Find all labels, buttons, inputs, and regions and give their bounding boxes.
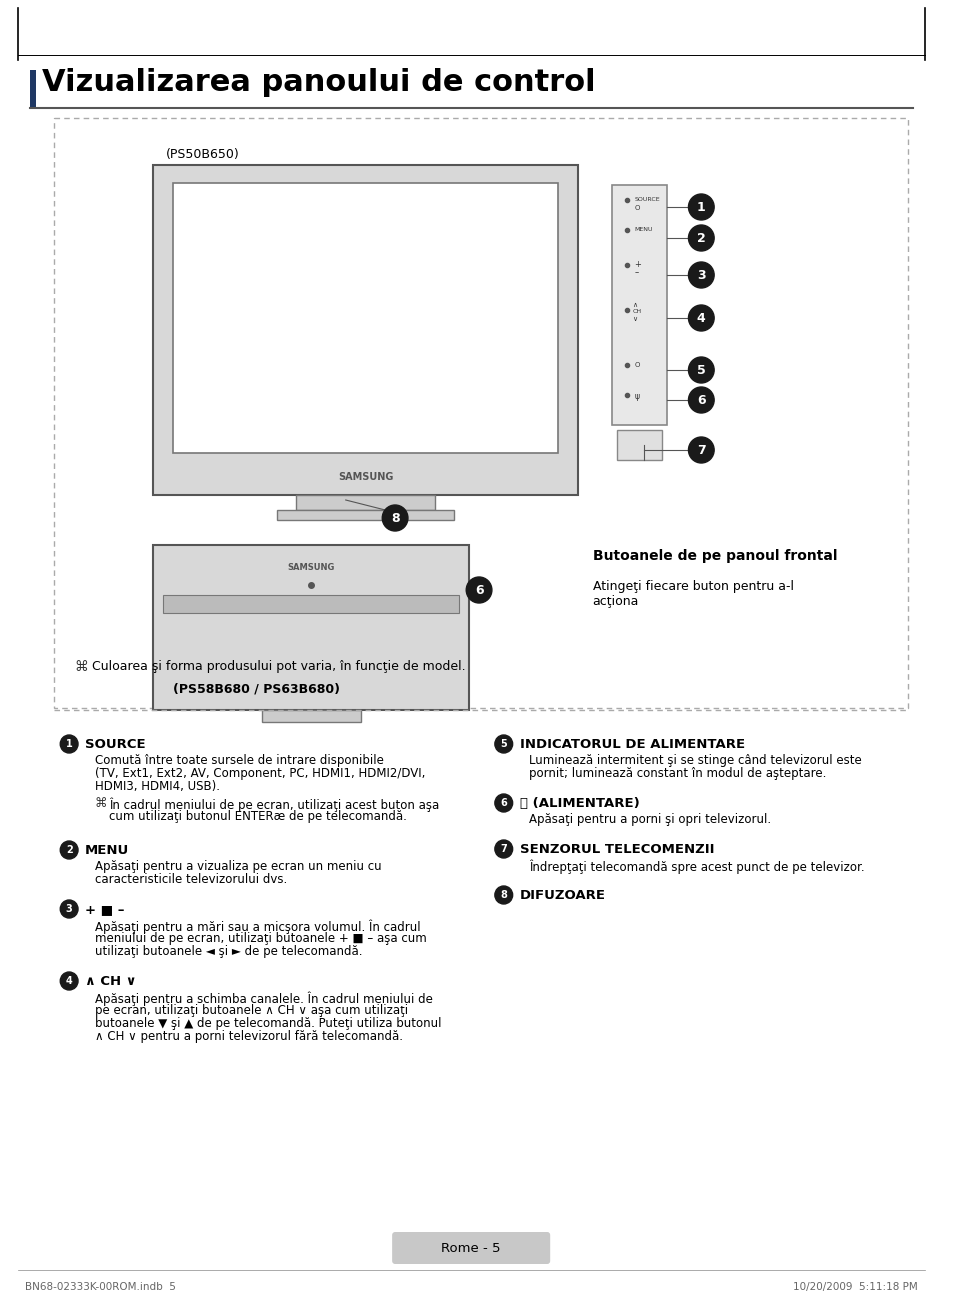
- Text: Luminează intermitent şi se stinge când televizorul este: Luminează intermitent şi se stinge când …: [529, 753, 862, 767]
- Circle shape: [688, 356, 714, 383]
- Text: Vizualizarea panoului de control: Vizualizarea panoului de control: [43, 68, 596, 97]
- Text: pe ecran, utilizaţi butoanele ∧ CH ∨ aşa cum utilizaţi: pe ecran, utilizaţi butoanele ∧ CH ∨ aşa…: [94, 1003, 408, 1016]
- Text: SOURCE: SOURCE: [85, 738, 146, 751]
- Circle shape: [495, 840, 512, 857]
- Text: MENU: MENU: [634, 227, 652, 231]
- Circle shape: [60, 899, 78, 918]
- Circle shape: [688, 262, 714, 288]
- FancyBboxPatch shape: [612, 185, 666, 425]
- FancyBboxPatch shape: [261, 710, 360, 722]
- Text: + ■ –: + ■ –: [85, 903, 124, 917]
- Text: ⌘: ⌘: [74, 660, 88, 675]
- Circle shape: [60, 972, 78, 990]
- Text: Rome - 5: Rome - 5: [441, 1241, 500, 1255]
- Text: –: –: [634, 268, 638, 277]
- FancyBboxPatch shape: [296, 494, 435, 510]
- Text: Culoarea şi forma produsului pot varia, în funcţie de model.: Culoarea şi forma produsului pot varia, …: [91, 660, 465, 673]
- Circle shape: [688, 225, 714, 251]
- Text: +: +: [634, 260, 640, 270]
- FancyBboxPatch shape: [276, 510, 454, 519]
- Text: Apăsaţi pentru a vizualiza pe ecran un meniu cu: Apăsaţi pentru a vizualiza pe ecran un m…: [94, 860, 381, 873]
- Text: Îndrepţaţi telecomandă spre acest punct de pe televizor.: Îndrepţaţi telecomandă spre acest punct …: [529, 859, 864, 873]
- FancyBboxPatch shape: [163, 594, 458, 613]
- Text: 10/20/2009  5:11:18 PM: 10/20/2009 5:11:18 PM: [792, 1282, 917, 1293]
- Text: ∧ CH ∨: ∧ CH ∨: [85, 974, 136, 988]
- Text: CH: CH: [632, 309, 640, 314]
- Circle shape: [688, 437, 714, 463]
- Text: ∨: ∨: [632, 316, 637, 322]
- Text: În cadrul meniului de pe ecran, utilizaţi acest buton aşa: În cadrul meniului de pe ecran, utilizaţ…: [109, 797, 438, 811]
- Text: ⌘: ⌘: [94, 797, 108, 810]
- FancyBboxPatch shape: [392, 1232, 550, 1264]
- Text: 7: 7: [500, 844, 507, 853]
- Text: BN68-02333K-00ROM.indb  5: BN68-02333K-00ROM.indb 5: [25, 1282, 175, 1293]
- FancyBboxPatch shape: [54, 118, 907, 707]
- Text: 4: 4: [66, 976, 72, 986]
- Text: Comută între toate sursele de intrare disponibile: Comută între toate sursele de intrare di…: [94, 753, 383, 767]
- FancyBboxPatch shape: [30, 70, 35, 108]
- Text: 3: 3: [66, 903, 72, 914]
- Text: Atingeţi fiecare buton pentru a-l
acţiona: Atingeţi fiecare buton pentru a-l acţion…: [592, 580, 793, 608]
- Text: 1: 1: [66, 739, 72, 750]
- Text: SENZORUL TELECOMENZII: SENZORUL TELECOMENZII: [519, 843, 713, 856]
- Text: ∧: ∧: [632, 302, 637, 308]
- Text: MENU: MENU: [85, 844, 129, 857]
- Text: 6: 6: [697, 393, 705, 406]
- Text: INDICATORUL DE ALIMENTARE: INDICATORUL DE ALIMENTARE: [519, 738, 744, 751]
- Text: SOURCE: SOURCE: [634, 197, 659, 203]
- Text: ⏻ (ALIMENTARE): ⏻ (ALIMENTARE): [519, 797, 639, 810]
- Text: pornit; luminează constant în modul de aşteptare.: pornit; luminează constant în modul de a…: [529, 767, 826, 780]
- Text: 8: 8: [391, 512, 399, 525]
- Text: SAMSUNG: SAMSUNG: [287, 563, 335, 572]
- Text: ψ: ψ: [634, 392, 639, 401]
- Circle shape: [688, 305, 714, 331]
- Text: (PS50B650): (PS50B650): [166, 149, 239, 160]
- Text: cum utilizaţi butonul ENTERæ de pe telecomandă.: cum utilizaţi butonul ENTERæ de pe telec…: [109, 810, 406, 823]
- Circle shape: [495, 735, 512, 753]
- Text: DIFUZOARE: DIFUZOARE: [519, 889, 605, 902]
- Text: O: O: [634, 205, 639, 210]
- Circle shape: [382, 505, 408, 531]
- Circle shape: [495, 794, 512, 811]
- FancyBboxPatch shape: [172, 183, 558, 452]
- Text: 6: 6: [475, 584, 483, 597]
- Circle shape: [466, 577, 492, 604]
- Text: 4: 4: [697, 312, 705, 325]
- Text: 6: 6: [500, 798, 507, 807]
- Text: (PS58B680 / PS63B680): (PS58B680 / PS63B680): [172, 682, 339, 696]
- Text: 2: 2: [697, 231, 705, 245]
- FancyBboxPatch shape: [152, 164, 578, 494]
- Text: Butoanele de pe panoul frontal: Butoanele de pe panoul frontal: [592, 548, 837, 563]
- Circle shape: [688, 387, 714, 413]
- Text: butoanele ▼ şi ▲ de pe telecomandă. Puteţi utiliza butonul: butoanele ▼ şi ▲ de pe telecomandă. Pute…: [94, 1016, 441, 1030]
- FancyBboxPatch shape: [152, 544, 469, 710]
- Text: meniului de pe ecran, utilizaţi butoanele + ■ – aşa cum: meniului de pe ecran, utilizaţi butoanel…: [94, 932, 426, 945]
- Text: Apăsaţi pentru a mări sau a micşora volumul. În cadrul: Apăsaţi pentru a mări sau a micşora volu…: [94, 919, 420, 934]
- Text: caracteristicile televizorului dvs.: caracteristicile televizorului dvs.: [94, 873, 287, 886]
- Text: utilizaţi butoanele ◄ şi ► de pe telecomandă.: utilizaţi butoanele ◄ şi ► de pe telecom…: [94, 945, 362, 959]
- Text: 3: 3: [697, 268, 705, 281]
- Text: HDMI3, HDMI4, USB).: HDMI3, HDMI4, USB).: [94, 780, 219, 793]
- Text: O: O: [634, 362, 639, 368]
- Text: 8: 8: [499, 890, 507, 899]
- Text: 7: 7: [697, 443, 705, 456]
- Text: 5: 5: [500, 739, 507, 750]
- Text: ∧ CH ∨ pentru a porni televizorul fără telecomandă.: ∧ CH ∨ pentru a porni televizorul fără t…: [94, 1030, 402, 1043]
- Text: Apăsaţi pentru a schimba canalele. În cadrul meniului de: Apăsaţi pentru a schimba canalele. În ca…: [94, 992, 433, 1006]
- Text: SAMSUNG: SAMSUNG: [337, 472, 393, 483]
- Text: (TV, Ext1, Ext2, AV, Component, PC, HDMI1, HDMI2/DVI,: (TV, Ext1, Ext2, AV, Component, PC, HDMI…: [94, 767, 425, 780]
- Circle shape: [60, 735, 78, 753]
- Circle shape: [688, 195, 714, 220]
- Circle shape: [495, 886, 512, 903]
- FancyBboxPatch shape: [617, 430, 661, 460]
- Text: 2: 2: [66, 846, 72, 855]
- Text: 1: 1: [697, 200, 705, 213]
- Circle shape: [60, 842, 78, 859]
- Text: Apăsaţi pentru a porni şi opri televizorul.: Apăsaţi pentru a porni şi opri televizor…: [529, 813, 771, 826]
- Text: 5: 5: [697, 363, 705, 376]
